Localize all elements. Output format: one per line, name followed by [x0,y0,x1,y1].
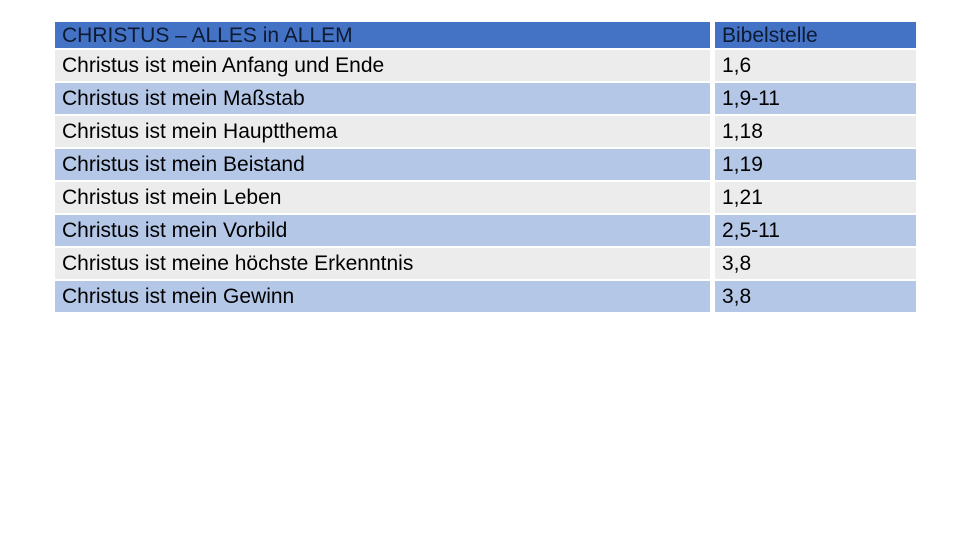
row-text: Christus ist mein Hauptthema [55,116,710,147]
row-text: Christus ist mein Anfang und Ende [55,50,710,81]
christus-bibelstelle-table: CHRISTUS – ALLES in ALLEM Bibelstelle Ch… [55,22,916,314]
table-row: Christus ist mein Maßstab 1,9-11 [55,83,916,114]
row-text: Christus ist meine höchste Erkenntnis [55,248,710,279]
row-ref: 1,6 [715,50,916,81]
row-ref: 2,5-11 [715,215,916,246]
table-row: Christus ist mein Hauptthema 1,18 [55,116,916,147]
table-row: Christus ist mein Vorbild 2,5-11 [55,215,916,246]
row-ref: 1,19 [715,149,916,180]
table-header-title: CHRISTUS – ALLES in ALLEM [55,22,710,48]
table-header-row: CHRISTUS – ALLES in ALLEM Bibelstelle [55,22,916,48]
row-ref: 1,18 [715,116,916,147]
row-ref: 3,8 [715,281,916,312]
row-ref: 1,9-11 [715,83,916,114]
row-ref: 3,8 [715,248,916,279]
table-header-ref: Bibelstelle [715,22,916,48]
table-row: Christus ist mein Leben 1,21 [55,182,916,213]
row-text: Christus ist mein Vorbild [55,215,710,246]
row-text: Christus ist mein Gewinn [55,281,710,312]
row-text: Christus ist mein Maßstab [55,83,710,114]
table-row: Christus ist mein Gewinn 3,8 [55,281,916,312]
row-text: Christus ist mein Leben [55,182,710,213]
table-row: Christus ist mein Anfang und Ende 1,6 [55,50,916,81]
row-ref: 1,21 [715,182,916,213]
table-row: Christus ist mein Beistand 1,19 [55,149,916,180]
row-text: Christus ist mein Beistand [55,149,710,180]
table-row: Christus ist meine höchste Erkenntnis 3,… [55,248,916,279]
